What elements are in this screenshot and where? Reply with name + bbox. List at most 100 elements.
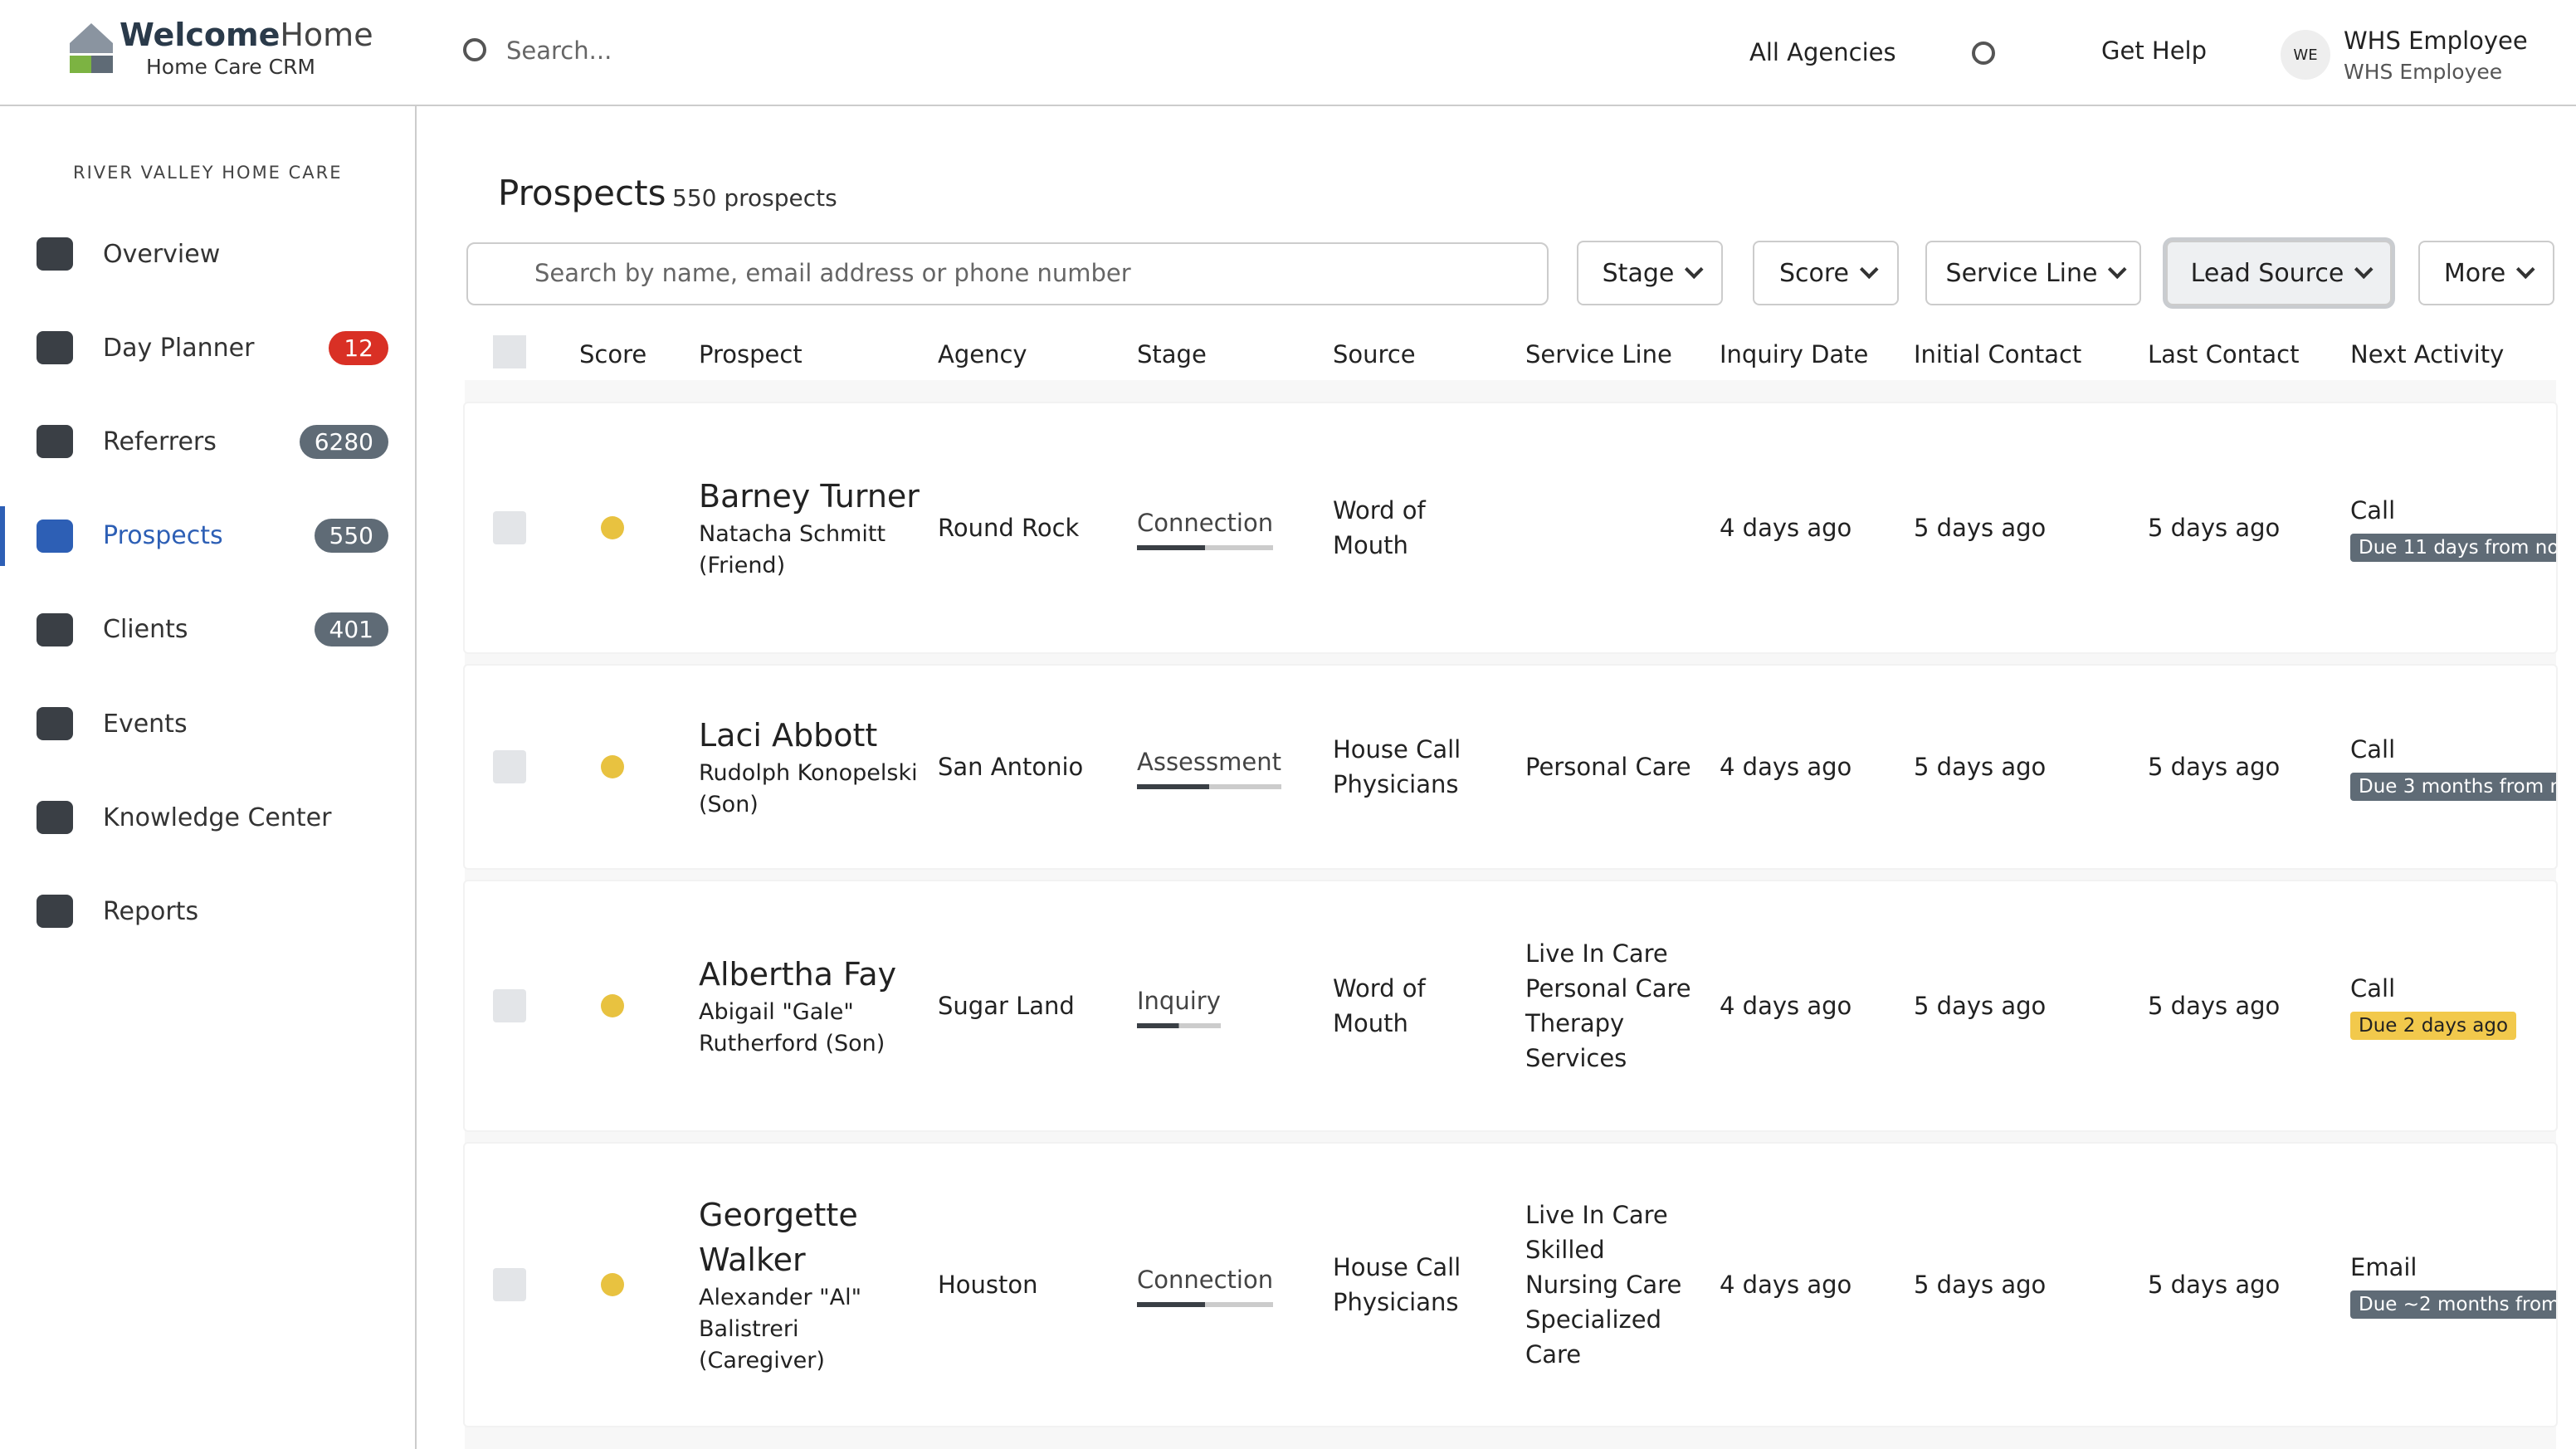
prospect-name[interactable]: Albertha Fay — [699, 956, 897, 993]
logo: WelcomeHome — [120, 17, 373, 53]
nav-icon — [37, 331, 73, 365]
activity-due: Due ~2 months from now — [2350, 1290, 2556, 1319]
score-dot — [601, 1273, 624, 1296]
nav-item[interactable]: Prospects 550 — [0, 500, 415, 573]
service-line: Personal Care — [1525, 749, 1691, 784]
agency: Round Rock — [938, 514, 1080, 542]
service-line: Live In Care Personal Care Therapy Service… — [1525, 936, 1691, 1076]
avatar[interactable]: WE — [2281, 30, 2330, 80]
prospect-name[interactable]: Laci Abbott — [699, 717, 878, 754]
column-header[interactable]: Stage — [1137, 340, 1207, 368]
prospect-name[interactable]: Barney Turner — [699, 478, 920, 515]
table-search[interactable]: Search by name, email address or phone n… — [466, 242, 1549, 305]
last-contact: 5 days ago — [2148, 1271, 2281, 1299]
service-line-item: Personal Care — [1525, 753, 1691, 781]
stage-label: Connection — [1137, 509, 1274, 537]
column-header[interactable]: Score — [579, 340, 647, 368]
select-all[interactable] — [493, 335, 526, 368]
agencies[interactable]: All Agencies — [1749, 38, 1896, 66]
last-contact: 5 days ago — [2148, 514, 2281, 542]
nav-label: Events — [103, 709, 188, 739]
service-line-item: Therapy Services — [1525, 1009, 1627, 1072]
column-header[interactable]: Next Activity — [2350, 340, 2505, 368]
prospect-name[interactable]: Georgette Walker — [699, 1197, 858, 1278]
nav-item[interactable]: Knowledge Center — [0, 781, 415, 854]
nav-badge: 401 — [314, 612, 388, 647]
activity-type: Call — [2350, 735, 2396, 764]
nav-item[interactable]: Referrers 6280 — [0, 405, 415, 478]
nav-badge: 6280 — [299, 424, 388, 459]
nav-icon — [37, 237, 73, 271]
nav-label: Overview — [103, 239, 221, 269]
column-header[interactable]: Initial Contact — [1914, 340, 2082, 368]
stage: Connection — [1137, 505, 1274, 550]
row-checkbox[interactable] — [493, 1268, 526, 1301]
agency: Houston — [938, 1271, 1038, 1299]
column-header[interactable]: Prospect — [699, 340, 803, 368]
nav-badge: 12 — [329, 330, 388, 365]
prospect-row[interactable]: Barney Turner Natacha Schmitt (Friend) Rou… — [465, 403, 2556, 652]
filter-button[interactable]: Lead Source — [2166, 241, 2392, 305]
next-activity: Call Due 2 days ago — [2350, 971, 2556, 1041]
service-line-item: Live In Care — [1525, 1201, 1668, 1229]
score-dot — [601, 755, 624, 778]
stage-progress — [1137, 784, 1281, 789]
stage-progress — [1137, 1302, 1274, 1307]
column-header[interactable]: Inquiry Date — [1720, 340, 1869, 368]
nav-label: Knowledge Center — [103, 803, 332, 832]
nav-icon — [37, 519, 73, 553]
search-input[interactable]: Search... — [506, 37, 612, 65]
history[interactable] — [1972, 41, 1995, 65]
stage: Inquiry — [1137, 983, 1221, 1028]
prospect: Barney Turner Natacha Schmitt (Friend) — [699, 474, 931, 582]
org-name[interactable]: RIVER VALLEY HOME CARE — [73, 163, 343, 183]
row-checkbox[interactable] — [493, 750, 526, 783]
filter-button[interactable]: Score — [1753, 241, 1899, 305]
activity-due: Due 3 months from now — [2350, 773, 2556, 801]
help[interactable]: Get Help — [2101, 37, 2208, 65]
logo-icon — [70, 23, 113, 73]
source: House Call Physicians — [1333, 1253, 1461, 1316]
nav-item[interactable]: Overview — [0, 217, 415, 290]
column-header[interactable]: Agency — [938, 340, 1027, 368]
filter-button[interactable]: Stage — [1577, 241, 1723, 305]
row-checkbox[interactable] — [493, 511, 526, 544]
nav-item[interactable]: Day Planner 12 — [0, 311, 415, 384]
stage-label: Connection — [1137, 1266, 1274, 1294]
score-dot — [601, 994, 624, 1017]
prospect-row[interactable]: Georgette Walker Alexander "Al" Balistrer… — [465, 1144, 2556, 1426]
row-checkbox[interactable] — [493, 989, 526, 1022]
nav-item[interactable]: Clients 401 — [0, 593, 415, 666]
stage-progress — [1137, 1023, 1221, 1028]
next-activity: Email Due ~2 months from now — [2350, 1250, 2556, 1320]
activity-type: Call — [2350, 496, 2396, 524]
inquiry-date: 4 days ago — [1720, 514, 1852, 542]
filter-button[interactable]: More — [2418, 241, 2554, 305]
user-name: WHS Employee — [2344, 27, 2528, 55]
logo-subtitle: Home Care CRM — [146, 55, 316, 79]
prospect-row[interactable]: Laci Abbott Rudolph Konopelski (Son) San A… — [465, 666, 2556, 868]
stage: Assessment — [1137, 744, 1281, 789]
filter-button[interactable]: Service Line — [1925, 241, 2141, 305]
nav-item[interactable]: Reports — [0, 875, 415, 948]
prospect-row[interactable]: Albertha Fay Abigail "Gale" Rutherford (S… — [465, 881, 2556, 1130]
initial-contact: 5 days ago — [1914, 514, 2047, 542]
nav-icon — [37, 425, 73, 459]
column-header[interactable]: Last Contact — [2148, 340, 2300, 368]
last-contact: 5 days ago — [2148, 753, 2281, 781]
next-activity: Call Due 3 months from now — [2350, 732, 2556, 802]
column-header[interactable]: Source — [1333, 340, 1416, 368]
prospect-contact: Abigail "Gale" Rutherford (Son) — [699, 999, 886, 1056]
score-dot — [601, 516, 624, 539]
nav-item[interactable]: Events — [0, 687, 415, 760]
nav-label: Day Planner — [103, 333, 255, 363]
page-count: 550 prospects — [672, 184, 837, 212]
prospect: Laci Abbott Rudolph Konopelski (Son) — [699, 713, 931, 821]
column-header[interactable]: Service Line — [1525, 340, 1672, 368]
service-line-item: Personal Care — [1525, 974, 1691, 1003]
activity-due: Due 11 days from now — [2350, 534, 2556, 562]
nav-label: Prospects — [103, 521, 223, 551]
prospect-contact: Rudolph Konopelski (Son) — [699, 760, 918, 817]
stage-label: Assessment — [1137, 748, 1281, 776]
inquiry-date: 4 days ago — [1720, 753, 1852, 781]
